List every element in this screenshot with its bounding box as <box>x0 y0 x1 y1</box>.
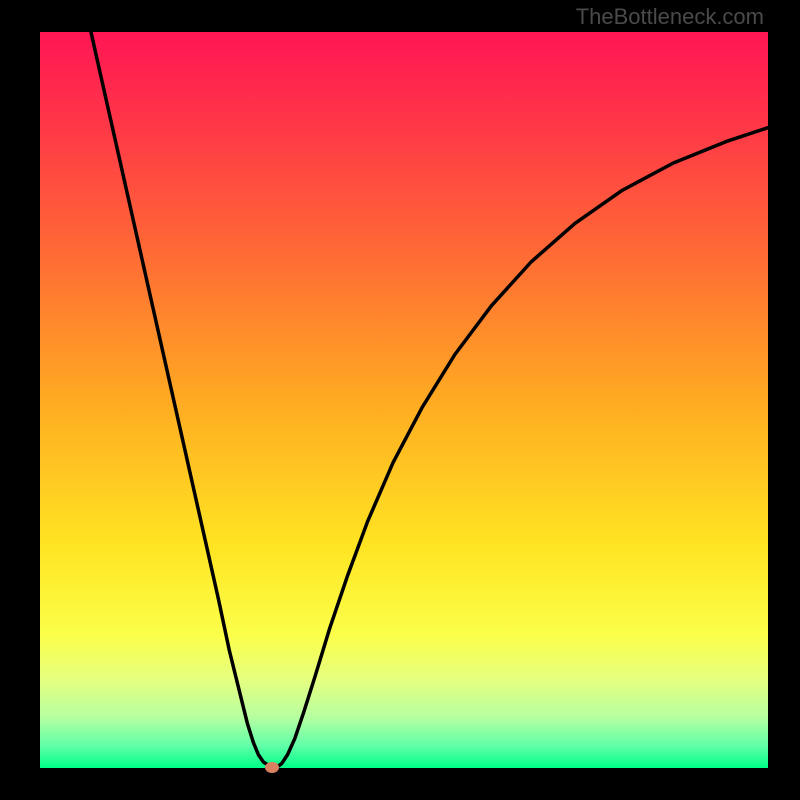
chart-frame: TheBottleneck.com <box>0 0 800 800</box>
watermark-text: TheBottleneck.com <box>576 4 764 30</box>
minimum-marker <box>265 762 279 773</box>
bottleneck-curve <box>40 32 768 768</box>
